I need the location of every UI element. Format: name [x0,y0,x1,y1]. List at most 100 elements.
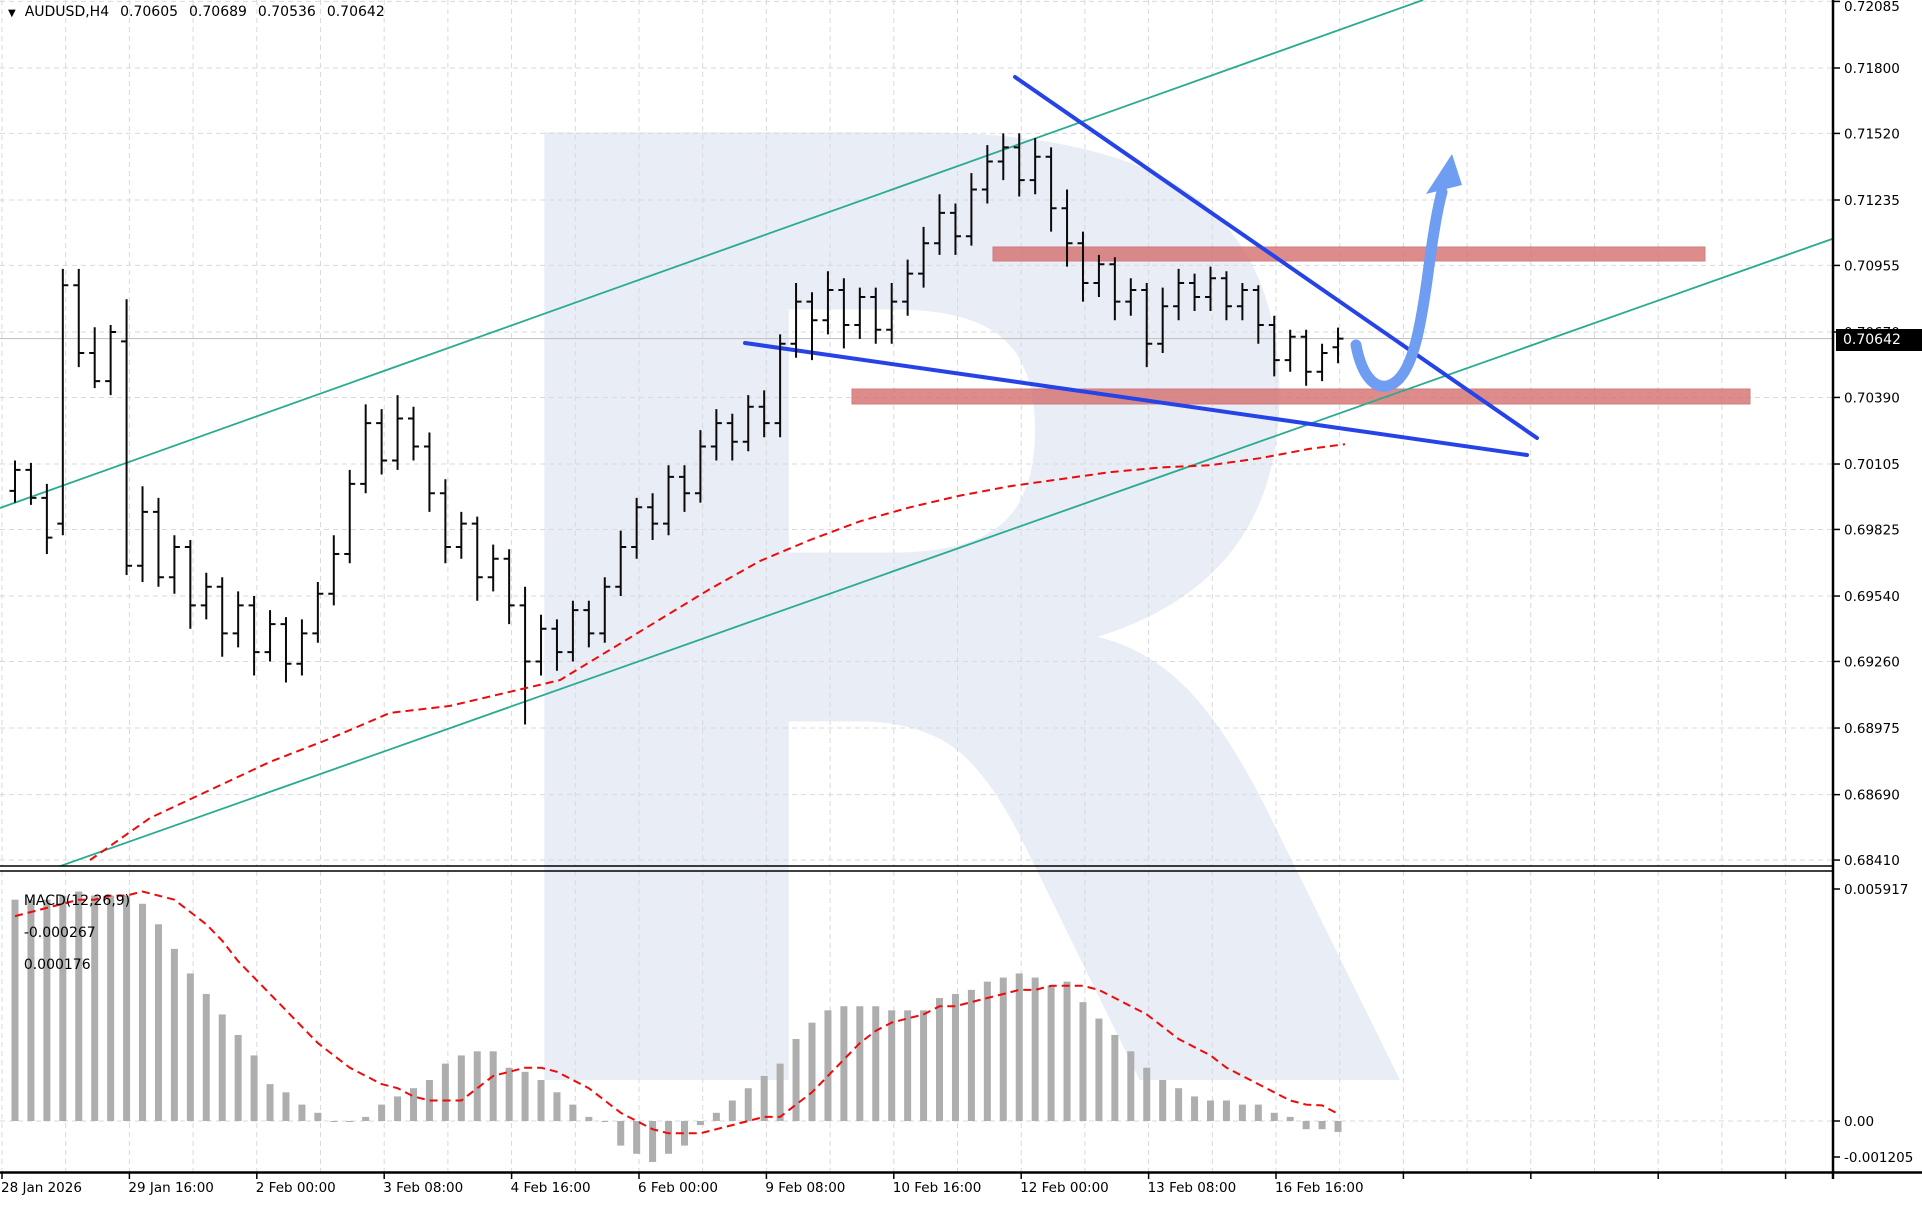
macd-histogram-bar [1063,981,1071,1121]
macd-histogram-bar [601,1121,609,1122]
macd-histogram-bar [856,1006,864,1121]
macd-label: MACD(12,26,9) [23,893,131,909]
macd-histogram-bar [1047,985,1055,1121]
resistance-zone-rect[interactable] [992,246,1706,262]
macd-histogram-bar [951,993,959,1121]
macd-histogram-bar [696,1121,704,1126]
macd-histogram-bar [1207,1100,1214,1121]
macd-histogram-bar [521,1071,529,1121]
time-axis-label: 3 Feb 08:00 [383,1180,463,1196]
macd-histogram-bar [378,1104,386,1121]
price-axis-label: 0.68975 [1844,721,1900,737]
price-axis-label: 0.70390 [1844,390,1900,406]
up-arrow-head-icon [1426,154,1462,194]
macd-signal-value: 0.000176 [23,957,91,973]
macd-histogram-bar [904,1010,912,1121]
macd-histogram-bar [218,1014,226,1121]
macd-panel[interactable] [11,890,1342,1162]
ohlc-bars [9,133,1344,725]
macd-histogram-bar [569,1104,577,1121]
time-axis-label: 2 Feb 00:00 [256,1180,336,1196]
macd-histogram-bar [186,973,194,1121]
close-value: 0.70642 [326,4,385,20]
macd-indicator-header: MACD(12,26,9) -0.000267 0.000176 [6,877,130,989]
time-axis-label: 4 Feb 16:00 [511,1180,591,1196]
macd-histogram-bar [505,1067,513,1121]
price-axis-label: 0.69260 [1844,654,1900,670]
macd-histogram-bar [139,903,147,1121]
time-axis-label: 28 Jan 2026 [1,1180,82,1196]
macd-main-value: -0.000267 [23,925,96,941]
red-ma-line[interactable] [89,443,1346,861]
macd-histogram-bar [43,899,51,1121]
price-axis-label: 0.71520 [1844,126,1900,142]
macd-histogram-bar [123,895,131,1121]
macd-histogram-bar [1238,1104,1246,1121]
macd-histogram-bar [27,899,35,1121]
high-value: 0.70689 [189,4,247,20]
current-price-tag: 0.70642 [1836,329,1922,351]
macd-histogram-bar [1334,1121,1342,1132]
low-value: 0.70536 [257,4,316,20]
macd-histogram-bar [1222,1100,1230,1121]
macd-histogram-bar [250,1055,258,1121]
up-arrow-annotation[interactable] [1350,186,1448,392]
price-axis-label: 0.70955 [1844,258,1900,274]
time-axis-label: 29 Jan 16:00 [128,1180,213,1196]
macd-signal-line [14,890,1339,1135]
macd-histogram-bar [1270,1112,1278,1121]
macd-histogram-bar [75,891,83,1121]
macd-histogram-bar [11,899,19,1121]
macd-histogram-bar [1159,1080,1167,1121]
open-value: 0.70605 [120,4,179,20]
macd-histogram-bar [298,1104,306,1121]
macd-histogram-bar [410,1088,417,1121]
time-axis-label: 10 Feb 16:00 [893,1180,982,1196]
macd-axis-label: -0.001205 [1844,1150,1913,1166]
macd-histogram-bar [553,1092,561,1121]
macd-histogram-bar [1175,1088,1183,1121]
macd-histogram-bar [983,981,991,1121]
macd-histogram-bar [808,1022,816,1121]
macd-histogram-bar [1111,1034,1119,1121]
rising-channel-lower-trendline[interactable] [52,238,1832,869]
symbol-dropdown-icon[interactable]: ▼ [8,7,16,19]
main-price-panel[interactable] [0,0,1832,869]
falling-wedge-upper-trendline[interactable] [1013,75,1539,440]
time-axis-label: 6 Feb 00:00 [638,1180,718,1196]
symbol-period-label: AUDUSD,H4 [24,4,110,20]
macd-histogram-bar [1015,973,1023,1121]
support-zone-rect[interactable] [851,388,1751,405]
price-axis-label: 0.70105 [1844,457,1900,473]
time-axis-label: 9 Feb 08:00 [765,1180,845,1196]
macd-histogram-bar [425,1080,433,1121]
macd-histogram-bar [266,1084,274,1121]
macd-histogram-bar [936,998,944,1121]
rising-channel-upper-trendline[interactable] [0,0,1424,509]
macd-histogram-bar [888,1010,896,1121]
macd-histogram-bar [920,1010,928,1121]
macd-histogram-bar [202,993,210,1121]
macd-histogram-bar [999,977,1007,1121]
macd-histogram-bar [489,1051,497,1121]
macd-histogram-bar [744,1088,752,1121]
macd-histogram-bar [792,1039,800,1121]
macd-histogram-bar [760,1075,768,1121]
macd-histogram-bar [1302,1121,1310,1130]
macd-histogram-bar [394,1096,402,1121]
macd-histogram-bar [680,1121,688,1146]
macd-histogram-bar [585,1116,593,1121]
chart-ohlc-header: ▼ AUDUSD,H4 0.70605 0.70689 0.70536 0.70… [5,4,385,20]
price-axis-label: 0.69825 [1844,522,1900,538]
time-axis-label: 13 Feb 08:00 [1148,1180,1237,1196]
falling-wedge-lower-trendline[interactable] [743,341,1529,457]
macd-histogram-bar [1079,1002,1087,1121]
macd-histogram-bar [665,1121,673,1154]
macd-histogram-bar [1318,1121,1326,1130]
macd-histogram-bar [441,1063,449,1121]
price-axis-label: 0.69540 [1844,589,1900,605]
macd-histogram-bar [776,1063,784,1121]
